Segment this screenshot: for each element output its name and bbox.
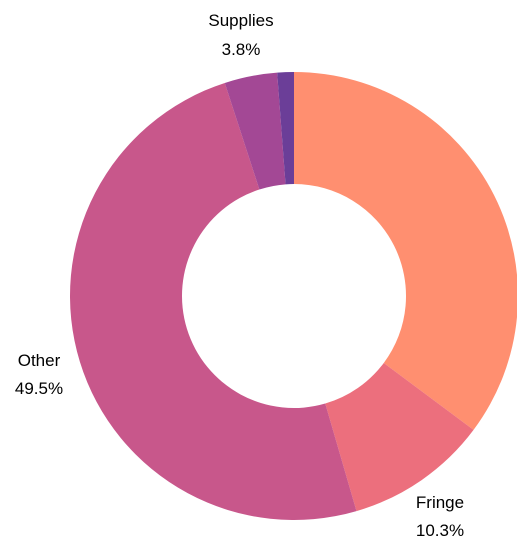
slice-percent-fringe: 10.3% xyxy=(416,521,464,540)
donut-slices xyxy=(69,72,517,520)
slice-label-other: Other xyxy=(18,351,61,370)
slice-percent-other: 49.5% xyxy=(15,379,63,398)
donut-slice-unlabeled-4 xyxy=(277,72,294,185)
donut-slice-other xyxy=(69,82,357,520)
donut-slice-fringe xyxy=(325,362,474,512)
donut-slice-unlabeled-0 xyxy=(294,72,517,430)
donut-slice-supplies xyxy=(224,72,286,190)
slice-label-supplies: Supplies xyxy=(208,11,273,30)
slice-label-fringe: Fringe xyxy=(416,493,464,512)
slice-labels: Fringe 10.3% Other 49.5% Supplies 3.8% xyxy=(15,11,464,540)
slice-percent-supplies: 3.8% xyxy=(222,40,261,59)
